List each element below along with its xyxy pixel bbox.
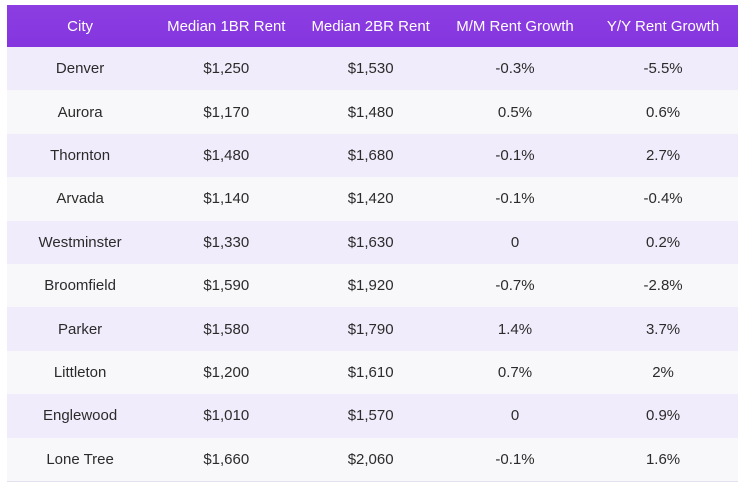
cell-city: Parker [7,307,154,351]
cell-mm-growth: -0.1% [441,133,589,178]
cell-2br-rent: $1,610 [299,350,442,395]
header-city: City [7,5,154,47]
cell-city: Littleton [7,350,154,395]
cell-2br-rent: $1,570 [299,394,442,438]
cell-city: Aurora [7,90,154,134]
cell-city: Englewood [7,394,154,438]
cell-2br-rent: $1,920 [299,263,442,308]
header-median-2br-rent: Median 2BR Rent [299,5,442,47]
header-mm-rent-growth: M/M Rent Growth [441,5,589,47]
cell-mm-growth: 0.5% [441,90,589,134]
cell-2br-rent: $1,420 [299,177,442,221]
cell-yy-growth: 0.2% [588,220,738,264]
table-row: Thornton $1,480 $1,680 -0.1% 2.7% [7,133,738,178]
cell-yy-growth: -5.5% [588,47,738,91]
cell-city: Arvada [7,177,154,221]
table-body: Denver $1,250 $1,530 -0.3% -5.5% Aurora … [7,47,738,481]
cell-mm-growth: -0.3% [441,47,589,91]
cell-city: Thornton [7,133,154,178]
cell-mm-growth: 1.4% [441,307,589,351]
cell-mm-growth: 0 [441,220,589,264]
cell-2br-rent: $1,680 [299,133,442,178]
cell-yy-growth: 0.6% [588,90,738,134]
cell-city: Lone Tree [7,437,154,481]
cell-1br-rent: $1,170 [153,90,300,134]
cell-2br-rent: $2,060 [299,437,442,481]
header-yy-rent-growth: Y/Y Rent Growth [588,5,738,47]
cell-mm-growth: -0.1% [441,177,589,221]
cell-mm-growth: 0.7% [441,350,589,395]
cell-1br-rent: $1,590 [153,263,300,308]
cell-1br-rent: $1,010 [153,394,300,438]
table-row: Denver $1,250 $1,530 -0.3% -5.5% [7,47,738,91]
cell-yy-growth: -2.8% [588,263,738,308]
cell-yy-growth: 0.9% [588,394,738,438]
header-median-1br-rent: Median 1BR Rent [153,5,300,47]
cell-mm-growth: -0.7% [441,263,589,308]
cell-mm-growth: -0.1% [441,437,589,481]
cell-1br-rent: $1,140 [153,177,300,221]
cell-1br-rent: $1,250 [153,47,300,91]
cell-yy-growth: 3.7% [588,307,738,351]
cell-city: Westminster [7,220,154,264]
cell-1br-rent: $1,580 [153,307,300,351]
rent-table-container: City Median 1BR Rent Median 2BR Rent M/M… [7,5,738,482]
table-row: Parker $1,580 $1,790 1.4% 3.7% [7,307,738,351]
cell-1br-rent: $1,660 [153,437,300,481]
cell-2br-rent: $1,480 [299,90,442,134]
rent-table: City Median 1BR Rent Median 2BR Rent M/M… [7,5,738,481]
table-row: Englewood $1,010 $1,570 0 0.9% [7,394,738,438]
table-row: Aurora $1,170 $1,480 0.5% 0.6% [7,90,738,134]
cell-city: Broomfield [7,263,154,308]
cell-mm-growth: 0 [441,394,589,438]
cell-1br-rent: $1,480 [153,133,300,178]
cell-yy-growth: 1.6% [588,437,738,481]
table-row: Lone Tree $1,660 $2,060 -0.1% 1.6% [7,437,738,481]
table-header: City Median 1BR Rent Median 2BR Rent M/M… [7,5,738,47]
cell-1br-rent: $1,200 [153,350,300,395]
cell-2br-rent: $1,790 [299,307,442,351]
table-row: Westminster $1,330 $1,630 0 0.2% [7,220,738,264]
cell-1br-rent: $1,330 [153,220,300,264]
cell-2br-rent: $1,630 [299,220,442,264]
header-row: City Median 1BR Rent Median 2BR Rent M/M… [7,5,738,47]
cell-yy-growth: 2.7% [588,133,738,178]
cell-yy-growth: -0.4% [588,177,738,221]
table-row: Arvada $1,140 $1,420 -0.1% -0.4% [7,177,738,221]
table-row: Littleton $1,200 $1,610 0.7% 2% [7,350,738,395]
cell-yy-growth: 2% [588,350,738,395]
table-row: Broomfield $1,590 $1,920 -0.7% -2.8% [7,263,738,308]
cell-2br-rent: $1,530 [299,47,442,91]
cell-city: Denver [7,47,154,91]
